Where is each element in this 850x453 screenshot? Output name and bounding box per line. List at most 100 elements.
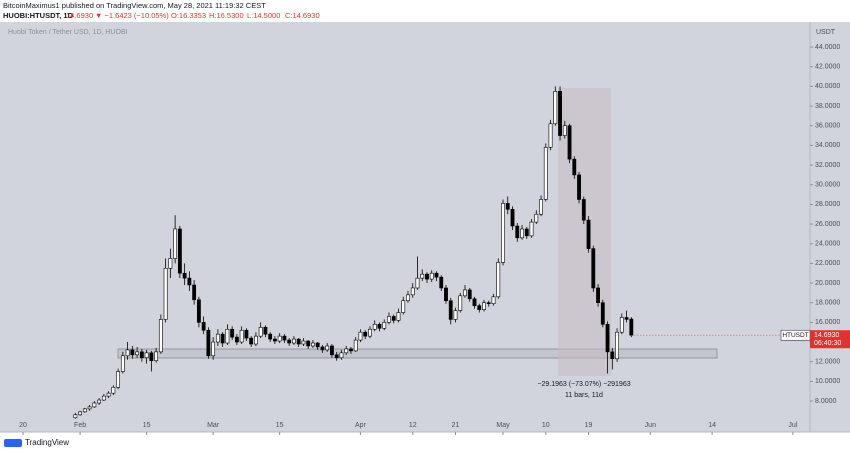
candle-body [239,329,244,343]
candle-body [577,174,581,200]
candle-body [130,349,135,356]
candle-body [334,354,339,359]
candle-body [548,123,553,148]
candle-body [78,411,82,416]
candle-body [477,305,482,310]
candle-body [529,221,534,237]
candle-body [429,272,434,280]
candle-body [586,219,591,249]
candle-body [520,228,524,239]
candle-body [277,335,282,342]
candle-body [116,371,121,388]
candle-body [139,351,144,359]
measure-range [558,88,611,376]
candle-body [106,392,111,397]
candle-body [434,272,439,278]
candle-body [439,276,444,289]
last-price-box [810,330,850,349]
candle-body [215,333,220,343]
support-zone [117,348,718,359]
candle-body [225,328,230,344]
candle-body [401,300,406,313]
candle-body [353,339,358,352]
candle-body [287,339,292,344]
candle-body [619,317,624,333]
y-tick-label: 20.0000 [815,280,840,287]
x-tick-label: 12 [409,422,417,429]
y-tick-label: 40.0000 [815,83,840,90]
last-symbol: HTUSDT [782,332,808,339]
logo-icon [4,439,22,447]
candle-body [292,338,296,344]
candle-body [263,326,268,335]
candle-body [368,328,372,337]
candle-body [273,338,277,342]
candle-body [220,333,225,344]
last-price: 14.6930 [814,332,839,339]
y-tick-label: 18.0000 [815,300,840,307]
candle-body [301,340,306,345]
y-tick-label: 32.0000 [815,162,840,169]
countdown: 06:40:30 [814,340,841,347]
x-tick-label: 19 [585,422,593,429]
y-tick-label: 30.0000 [815,182,840,189]
candle-body [377,324,382,329]
candle-body [97,399,102,404]
candle-body [372,324,377,330]
candle-body [444,287,448,302]
candle-body [596,287,600,304]
candle-body [458,295,463,311]
x-tick-label: Apr [355,422,367,429]
candle-body [192,284,197,301]
candle-body [182,272,187,279]
candle-body [562,125,567,136]
y-tick-label: 24.0000 [815,241,840,248]
candle-body [344,348,349,354]
candle-body [349,348,353,352]
candle-body [120,355,125,372]
high: H:16.5300 [209,11,244,20]
candle-body [187,277,192,286]
logo: TradingView [4,438,69,447]
y-tick-label: 34.0000 [815,142,840,149]
x-tick-label: Feb [74,422,86,429]
low: L:14.5000 [247,11,280,20]
candle-body [111,386,116,394]
publisher: BitcoinMaximus1 published on TradingView… [3,1,266,10]
close: C:14.6930 [285,11,320,20]
candle-body [249,337,254,345]
candle-body [87,406,92,410]
measure-label: −29.1963 (−73.07%) −291963 [537,381,630,388]
candle-body [515,225,520,239]
y-tick-label: 36.0000 [815,123,840,130]
candle-body [486,302,491,304]
candle-body [406,294,410,302]
candle-body [358,331,363,341]
candle-body [572,158,577,176]
candle-body [306,340,311,347]
candle-body [539,199,543,215]
measure-label: 11 bars, 11d [565,392,603,399]
candle-body [391,316,396,321]
candle-body [491,296,496,304]
candle-body [448,300,453,320]
candle-body [73,414,78,419]
candle-body [320,346,325,351]
candle-body [396,312,401,321]
candle-body [258,326,263,337]
candle-body [125,349,130,357]
candle-body [605,324,610,353]
candle-body [482,302,486,310]
candle-body [196,299,201,323]
candle-body [472,298,477,306]
x-tick-label: Jun [645,422,656,429]
candle-body [382,322,387,329]
candle-body [158,319,163,353]
y-tick-label: 42.0000 [815,64,840,71]
candle-body [581,199,586,221]
candle-body [624,317,629,320]
candle-body [420,273,425,279]
candle-body [510,209,515,227]
